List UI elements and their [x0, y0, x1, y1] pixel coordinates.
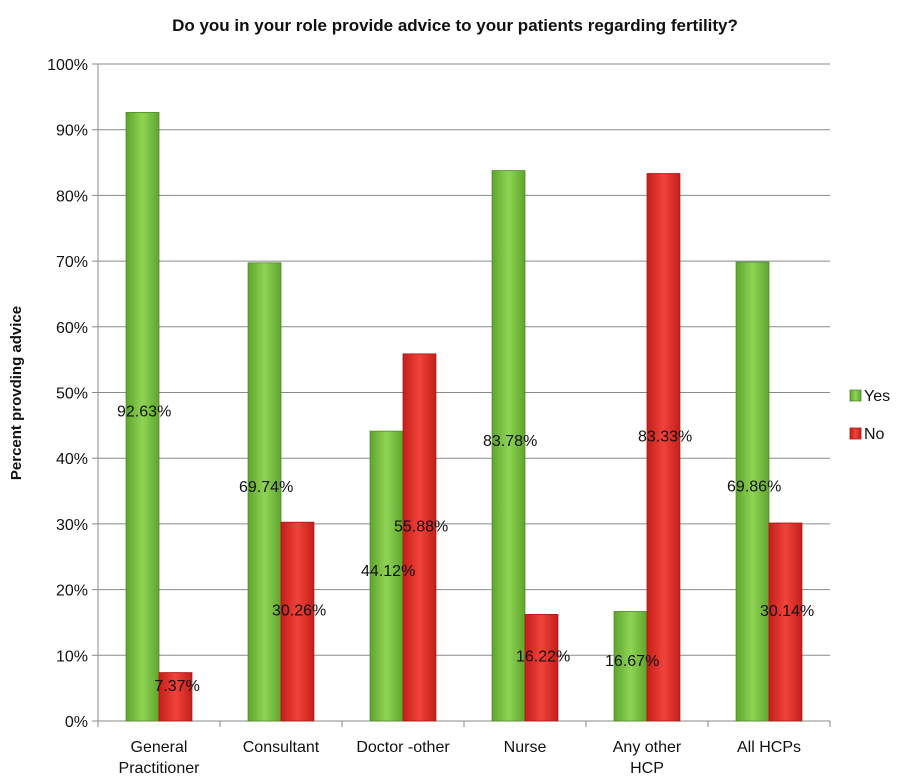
- chart-title: Do you in your role provide advice to yo…: [172, 16, 738, 35]
- legend-swatch-yes: [849, 389, 862, 402]
- data-label: 92.63%: [117, 404, 171, 421]
- bar-yes: [735, 261, 770, 722]
- y-tick-label: 90%: [56, 123, 88, 140]
- data-label: 7.37%: [154, 678, 199, 695]
- y-tick-label: 0%: [65, 714, 88, 731]
- x-tick-label: Practitioner: [119, 760, 201, 777]
- x-tick-label: HCP: [630, 760, 664, 777]
- bar-no: [768, 522, 803, 722]
- bar-no: [402, 353, 437, 722]
- y-tick-label: 40%: [56, 451, 88, 468]
- y-axis-label: Percent provding advice: [8, 306, 25, 480]
- x-tick-label: Doctor -other: [356, 739, 450, 756]
- data-label: 83.33%: [638, 428, 692, 445]
- y-tick-label: 100%: [47, 57, 88, 74]
- x-tick-label: General: [131, 739, 188, 756]
- bar-yes: [247, 262, 282, 722]
- data-label: 30.14%: [760, 603, 814, 620]
- data-label: 30.26%: [272, 603, 326, 620]
- data-label: 83.78%: [483, 433, 537, 450]
- data-label: 16.67%: [605, 653, 659, 670]
- y-tick-label: 80%: [56, 188, 88, 205]
- data-label: 44.12%: [361, 563, 415, 580]
- data-label: 55.88%: [394, 518, 448, 535]
- gridlines: [98, 63, 830, 722]
- legend-swatch-no: [849, 427, 862, 440]
- data-label: 69.74%: [239, 479, 293, 496]
- legend: Yes No: [849, 388, 890, 443]
- bar-yes: [491, 170, 526, 722]
- x-tick-label: All HCPs: [737, 739, 801, 756]
- y-tick-label: 60%: [56, 320, 88, 337]
- legend-label-yes: Yes: [864, 388, 890, 405]
- data-label: 16.22%: [516, 649, 570, 666]
- x-tick-label: Consultant: [243, 739, 320, 756]
- y-tick-label: 50%: [56, 386, 88, 403]
- bars: [125, 112, 803, 722]
- legend-label-no: No: [864, 426, 885, 443]
- bar-yes: [369, 430, 404, 722]
- y-tick-label: 10%: [56, 648, 88, 665]
- y-tick-label: 30%: [56, 517, 88, 534]
- y-tick-label: 70%: [56, 254, 88, 271]
- x-tick-label: Nurse: [504, 739, 547, 756]
- data-labels: 92.63% 69.74% 44.12% 83.78% 16.67% 69.86% 7.37…: [117, 404, 814, 695]
- y-tick-label: 20%: [56, 583, 88, 600]
- bar-yes: [125, 112, 160, 722]
- bar-no: [646, 173, 681, 722]
- bar-no: [158, 672, 193, 722]
- data-label: 69.86%: [727, 479, 781, 496]
- bar-no: [280, 521, 315, 722]
- bar-no: [524, 614, 559, 722]
- axes: 0% 10% 20% 30% 40% 50% 60% 70% 80% 90% 100% General…: [47, 57, 831, 777]
- x-tick-label: Any other: [613, 739, 682, 756]
